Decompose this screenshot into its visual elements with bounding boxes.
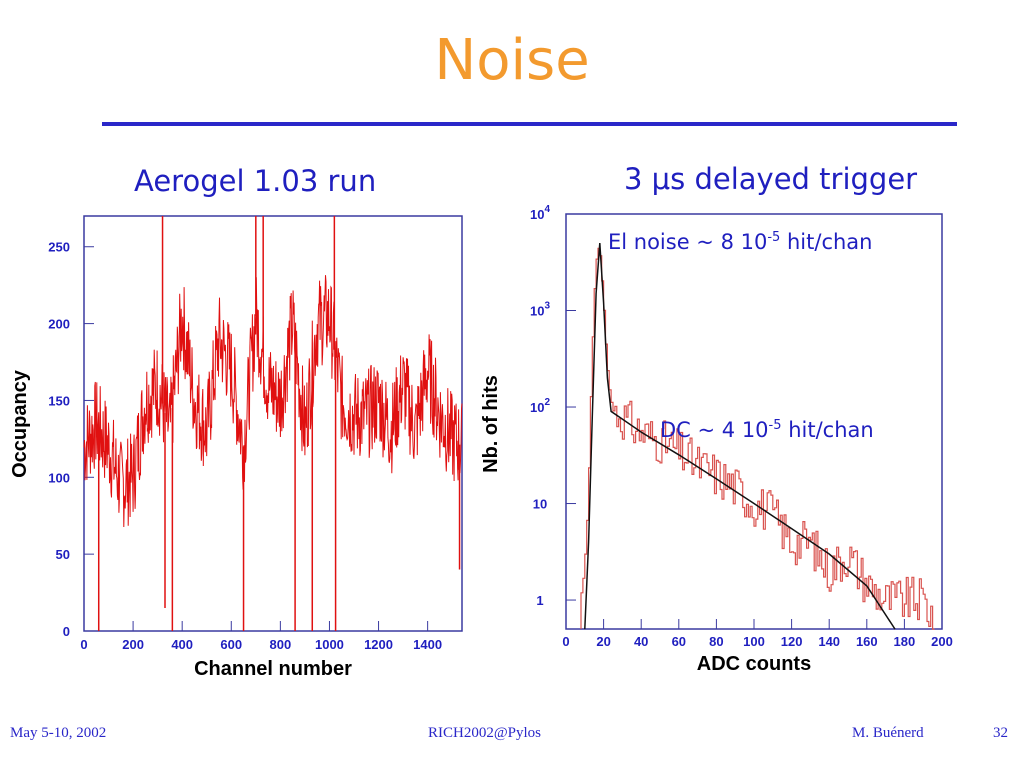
occupancy-plot-frame <box>83 215 463 632</box>
adc-x-tick-label: 20 <box>596 634 610 649</box>
occupancy-y-tick-label: 250 <box>48 240 70 255</box>
mu-symbol: μ <box>651 162 671 196</box>
adc-x-tick-label: 160 <box>856 634 878 649</box>
occupancy-y-tick-label: 100 <box>48 470 70 485</box>
adc-y-tick-label: 10 <box>533 497 547 512</box>
adc-y-tick-label: 103 <box>530 301 550 319</box>
adc-histogram <box>580 247 935 630</box>
electronic-noise-annotation: El noise ~ 8 10-5 hit/chan <box>608 230 872 254</box>
footer-author: M. Buénerd <box>852 725 924 741</box>
footer-conference: RICH2002@Pylos <box>428 725 541 741</box>
occupancy-y-axis-label: Occupancy <box>9 369 31 478</box>
left-plot-heading: Aerogel 1.03 run <box>134 164 377 198</box>
dark-count-annotation: DC ~ 4 10-5 hit/chan <box>660 418 874 442</box>
footer-date: May 5-10, 2002 <box>10 725 107 741</box>
occupancy-x-tick-label: 1000 <box>315 637 344 652</box>
occupancy-x-tick-label: 200 <box>122 637 144 652</box>
occupancy-x-tick-label: 1400 <box>413 637 442 652</box>
adc-y-axis-label: Nb. of hits <box>480 375 502 473</box>
adc-x-tick-label: 60 <box>672 634 686 649</box>
occupancy-trace <box>83 275 463 528</box>
occupancy-x-axis-label: Channel number <box>194 658 352 680</box>
adc-fit-curve <box>584 243 896 630</box>
adc-x-axis-label: ADC counts <box>697 653 811 675</box>
adc-y-tick-label: 1 <box>536 593 543 608</box>
adc-y-tick-label: 102 <box>530 397 550 415</box>
right-plot-heading: 3 μs delayed trigger <box>624 162 917 196</box>
occupancy-y-tick-label: 150 <box>48 393 70 408</box>
occupancy-chart: 0 200 400 600 800 1000 1200 1400 0 50 100 150 200 250… <box>9 215 463 680</box>
adc-y-tick-label: 104 <box>530 204 550 222</box>
occupancy-x-tick-label: 800 <box>270 637 292 652</box>
adc-x-tick-label: 80 <box>709 634 723 649</box>
adc-x-tick-label: 200 <box>931 634 953 649</box>
adc-x-tick-label: 120 <box>781 634 803 649</box>
adc-x-tick-label: 40 <box>634 634 648 649</box>
adc-x-tick-label: 140 <box>818 634 840 649</box>
heading-suffix: s delayed trigger <box>670 162 918 196</box>
adc-chart: 0 20 40 60 80 100 120 140 160 180 200104103102101A… <box>480 204 953 675</box>
adc-x-tick-label: 0 <box>562 634 569 649</box>
occupancy-x-tick-label: 600 <box>220 637 242 652</box>
adc-x-tick-label: 100 <box>743 634 765 649</box>
occupancy-x-tick-label: 400 <box>171 637 193 652</box>
occupancy-x-tick-label: 1200 <box>364 637 393 652</box>
occupancy-y-tick-label: 0 <box>63 624 70 639</box>
adc-x-tick-label: 180 <box>894 634 916 649</box>
slide-title: Noise <box>434 28 590 93</box>
occupancy-y-tick-label: 200 <box>48 317 70 332</box>
occupancy-y-tick-label: 50 <box>56 547 70 562</box>
occupancy-x-tick-label: 0 <box>80 637 87 652</box>
title-underline <box>102 122 957 126</box>
footer-page-number: 32 <box>993 725 1008 741</box>
heading-prefix: 3 <box>624 162 652 196</box>
